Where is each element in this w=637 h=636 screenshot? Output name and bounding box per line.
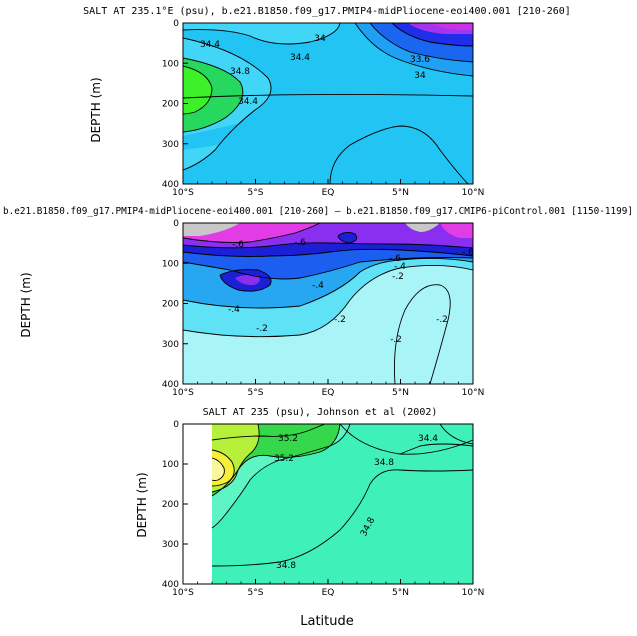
panel2-clabel: -.2 <box>256 324 268 334</box>
panel3-axes: 10°S 5°S EQ 5°N 10°N 0 100 200 300 400 <box>162 420 485 598</box>
y-tick-label: 300 <box>162 140 179 150</box>
panel2-clabel: -.6 <box>294 238 306 248</box>
panel3-clabel: 35.2 <box>278 434 298 444</box>
panel1-band-lime <box>183 66 212 114</box>
y-tick-label: 100 <box>162 460 179 470</box>
panel2-blob-purple <box>235 274 260 286</box>
panel2-clabel: -.2 <box>436 315 448 325</box>
y-tick-label: 400 <box>162 380 179 390</box>
x-tick-label: 10°S <box>172 588 194 598</box>
y-tick-label: 100 <box>162 59 179 69</box>
x-tick-label: 5°S <box>248 388 264 398</box>
panel-model-salinity: SALT AT 235.1°E (psu), b.e21.B1850.f09_g… <box>83 6 571 198</box>
y-tick-label: 200 <box>162 300 179 310</box>
panel3-title: SALT AT 235 (psu), Johnson et al (2002) <box>203 407 438 418</box>
panel2-clabel: -.6 <box>389 254 401 264</box>
panel1-clabel: 34 <box>414 71 426 81</box>
x-tick-label: 10°N <box>462 588 485 598</box>
panel3-clabel: 34.4 <box>418 434 438 444</box>
panel3-contours <box>211 424 473 567</box>
x-tick-label: 5°S <box>248 188 264 198</box>
panel1-ylabel: DEPTH (m) <box>89 77 103 142</box>
x-tick-label: 10°N <box>462 188 485 198</box>
panel2-contour-labels: -.6 -.6 -.6 -.6 -.4 -.2 -.4 -.4 -.2 -.2 … <box>228 238 474 345</box>
panel3-xlabel: Latitude <box>300 614 354 629</box>
panel2-band-gray-east <box>405 223 440 232</box>
x-tick-label: 5°S <box>248 588 264 598</box>
panel3-clabel: 34.8 <box>374 458 394 468</box>
panel3-clabel: 35.2 <box>274 454 294 464</box>
panel2-contours <box>183 223 473 384</box>
panel3-band-core <box>212 458 225 481</box>
y-tick-label: 300 <box>162 540 179 550</box>
panel1-clabel: 34.8 <box>230 67 250 77</box>
panel1-clabel: 34.4 <box>200 40 220 50</box>
panel2-title: b.e21.B1850.f09_g17.PMIP4-midPliocene-eo… <box>3 206 633 217</box>
x-tick-label: EQ <box>322 188 335 198</box>
y-tick-label: 300 <box>162 340 179 350</box>
x-tick-label: 5°N <box>392 388 409 398</box>
y-tick-label: 0 <box>173 19 179 29</box>
y-tick-label: 400 <box>162 580 179 590</box>
y-tick-label: 400 <box>162 180 179 190</box>
panel-salinity-anomaly: b.e21.B1850.f09_g17.PMIP4-midPliocene-eo… <box>3 206 633 398</box>
panel1-band-upper <box>183 23 340 44</box>
panel2-clabel: -.2 <box>390 335 402 345</box>
panel1-clabel: 33.6 <box>410 55 430 65</box>
panel1-contour-labels: 34.4 34 34.4 33.6 34 34.8 34.4 <box>200 34 430 107</box>
panel2-clabel: -.4 <box>228 305 240 315</box>
panel2-axes: 10°S 5°S EQ 5°N 10°N 0 100 200 300 400 <box>162 219 485 398</box>
panel2-clabel: -.6 <box>462 248 474 258</box>
x-tick-label: EQ <box>322 388 335 398</box>
panel3-field: 35.2 35.2 34.4 34.8 34.8 34.8 <box>211 424 473 584</box>
panel2-field: -.6 -.6 -.6 -.6 -.4 -.2 -.4 -.4 -.2 -.2 … <box>183 223 474 384</box>
y-tick-label: 100 <box>162 259 179 269</box>
panel1-band-magenta <box>430 23 473 30</box>
panel2-clabel: -.4 <box>394 262 406 272</box>
panel2-clabel: -.2 <box>334 315 346 325</box>
panel2-band-magenta-east <box>440 223 473 238</box>
y-tick-label: 0 <box>173 219 179 229</box>
panel2-ylabel: DEPTH (m) <box>19 272 33 337</box>
panel1-clabel: 34.4 <box>238 97 258 107</box>
panel3-clabel: 34.8 <box>276 561 296 571</box>
y-tick-label: 200 <box>162 500 179 510</box>
y-tick-label: 200 <box>162 100 179 110</box>
y-tick-label: 0 <box>173 420 179 430</box>
x-tick-label: 10°S <box>172 188 194 198</box>
x-tick-label: EQ <box>322 588 335 598</box>
x-tick-label: 10°N <box>462 388 485 398</box>
panel2-clabel: -.2 <box>392 272 404 282</box>
panel1-clabel: 34.4 <box>290 53 310 63</box>
panel2-clabel: -.6 <box>232 240 244 250</box>
panel1-axes: 10°S 5°S EQ 5°N 10°N 0 100 200 300 400 <box>162 19 485 198</box>
x-tick-label: 5°N <box>392 188 409 198</box>
panel1-band-deep <box>183 116 473 184</box>
panel1-clabel: 34 <box>314 34 326 44</box>
panel2-band-gray <box>183 223 240 236</box>
panel1-contours <box>183 23 473 184</box>
panel-observed-salinity: SALT AT 235 (psu), Johnson et al (2002) … <box>135 407 484 629</box>
x-tick-label: 10°S <box>172 388 194 398</box>
panel2-blob-core <box>338 232 357 243</box>
panel1-field: 34.4 34 34.4 33.6 34 34.8 34.4 <box>183 23 473 184</box>
x-tick-label: 5°N <box>392 588 409 598</box>
panel3-ylabel: DEPTH (m) <box>135 472 149 537</box>
panel2-clabel: -.4 <box>312 281 324 291</box>
panel1-title: SALT AT 235.1°E (psu), b.e21.B1850.f09_g… <box>83 6 571 17</box>
